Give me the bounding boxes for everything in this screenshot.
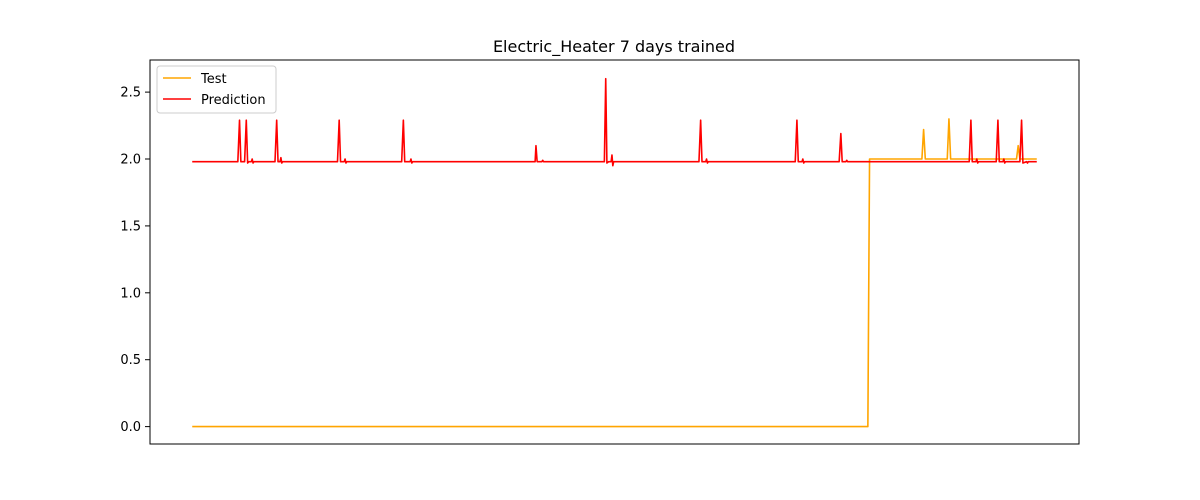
- legend-label-prediction: Prediction: [201, 93, 266, 108]
- legend-label-test: Test: [200, 72, 227, 87]
- y-axis: 0.0 0.5 1.0 1.5 2.0 2.5: [120, 86, 150, 435]
- series-layer: [192, 77, 1037, 428]
- plot-area: [149, 59, 1080, 445]
- y-tick-label: 1.0: [120, 286, 141, 301]
- y-tick-label: 2.5: [120, 86, 141, 101]
- y-tick-label: 0.5: [120, 353, 141, 368]
- series-line-test: [192, 118, 1037, 428]
- chart-title: Electric_Heater 7 days trained: [493, 37, 735, 57]
- plot-frame: [149, 59, 1080, 445]
- y-tick-label: 1.5: [120, 219, 141, 234]
- y-tick-label: 0.0: [120, 420, 141, 435]
- legend: Test Prediction: [156, 65, 277, 114]
- series-line-prediction: [192, 77, 1037, 167]
- y-tick-label: 2.0: [120, 153, 141, 168]
